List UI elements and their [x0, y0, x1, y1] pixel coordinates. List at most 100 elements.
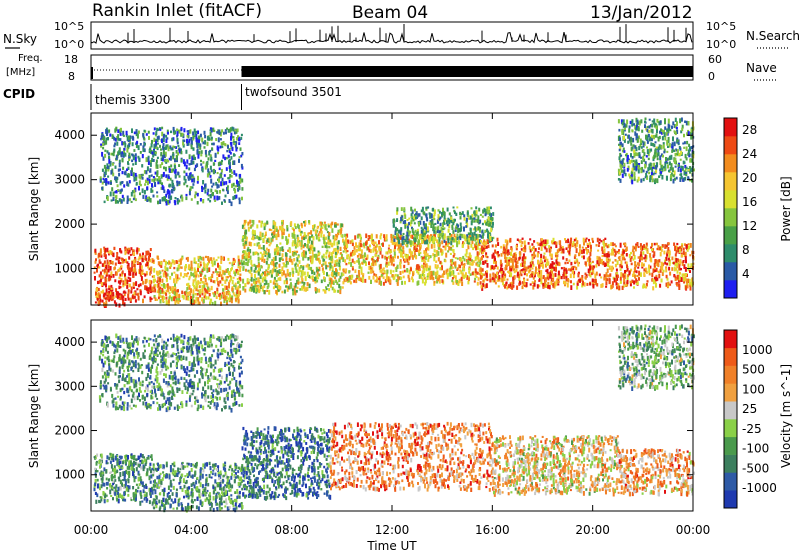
heatmap-cell: [319, 228, 322, 231]
heatmap-cell: [227, 129, 230, 133]
heatmap-cell: [619, 280, 622, 284]
heatmap-cell: [494, 257, 496, 262]
heatmap-cell: [223, 256, 225, 261]
heatmap-cell: [644, 163, 647, 169]
heatmap-cell: [146, 177, 149, 182]
heatmap-cell: [261, 257, 264, 262]
heatmap-cell: [110, 294, 113, 297]
heatmap-cell: [230, 300, 233, 304]
heatmap-cell: [301, 252, 304, 257]
heatmap-cell: [128, 143, 131, 147]
heatmap-cell: [162, 272, 165, 278]
heatmap-cell: [121, 257, 124, 260]
heatmap-cell: [628, 253, 631, 258]
heatmap-cell: [639, 167, 642, 170]
heatmap-cell: [192, 160, 195, 165]
heatmap-cell: [171, 188, 173, 194]
heatmap-cell: [579, 248, 581, 254]
heatmap-cell: [195, 274, 197, 278]
heatmap-cell: [159, 144, 161, 148]
heatmap-cell: [128, 279, 130, 282]
heatmap-cell: [167, 131, 169, 135]
heatmap-cell: [401, 235, 404, 238]
heatmap-cell: [195, 270, 198, 276]
heatmap-cell: [188, 191, 191, 196]
heatmap-cell: [130, 172, 133, 176]
heatmap-cell: [334, 254, 337, 258]
heatmap-cell: [646, 251, 649, 254]
heatmap-cell: [291, 288, 294, 291]
heatmap-cell: [648, 148, 651, 154]
heatmap-cell: [179, 258, 182, 264]
heatmap-cell: [670, 172, 673, 177]
heatmap-cell: [636, 119, 639, 125]
heatmap-cell: [523, 259, 526, 263]
heatmap-cell: [684, 276, 687, 281]
heatmap-cell: [554, 281, 557, 287]
heatmap-cell: [307, 257, 310, 261]
heatmap-cell: [331, 258, 334, 264]
heatmap-cell: [117, 259, 120, 264]
heatmap-cell: [511, 258, 514, 263]
heatmap-cell: [317, 236, 320, 241]
heatmap-cell: [346, 250, 349, 253]
heatmap-cell: [598, 241, 601, 245]
heatmap-cell: [689, 166, 691, 170]
heatmap-cell: [400, 243, 403, 248]
heatmap-cell: [230, 275, 233, 281]
heatmap-cell: [485, 252, 488, 257]
heatmap-cell: [395, 279, 398, 283]
heatmap-cell: [115, 155, 118, 160]
heatmap-cell: [563, 275, 566, 280]
heatmap-cell: [98, 280, 101, 284]
heatmap-cell: [378, 264, 381, 268]
heatmap-cell: [543, 244, 545, 247]
heatmap-cell: [638, 259, 641, 263]
heatmap-cell: [678, 264, 681, 269]
heatmap-cell: [160, 151, 163, 157]
heatmap-cell: [596, 283, 599, 287]
heatmap-cell: [330, 242, 333, 245]
heatmap-cell: [241, 262, 244, 266]
heatmap-cell: [266, 257, 269, 261]
heatmap-cell: [461, 244, 464, 248]
heatmap-cell: [273, 230, 276, 235]
heatmap-cell: [223, 298, 226, 304]
heatmap-cell: [302, 256, 305, 261]
heatmap-cell: [423, 258, 426, 263]
heatmap-cell: [554, 272, 557, 277]
cpid-label: CPID: [3, 87, 35, 101]
heatmap-cell: [412, 272, 414, 276]
heatmap-cell: [126, 261, 129, 264]
heatmap-cell: [325, 252, 328, 255]
heatmap-cell: [206, 173, 209, 178]
heatmap-cell: [131, 128, 133, 134]
heatmap-cell: [624, 270, 626, 274]
heatmap-cell: [100, 135, 103, 140]
heatmap-cell: [285, 253, 288, 257]
heatmap-cell: [201, 137, 204, 143]
heatmap-cell: [622, 158, 625, 161]
heatmap-cell: [649, 253, 652, 258]
heatmap-cell: [362, 273, 365, 279]
heatmap-cell: [399, 246, 402, 251]
heatmap-cell: [111, 187, 114, 192]
heatmap-cell: [392, 277, 395, 281]
heatmap-cell: [259, 231, 262, 237]
heatmap-cell: [485, 259, 488, 263]
heatmap-cell: [605, 257, 608, 262]
heatmap-cell: [620, 169, 623, 173]
heatmap-cell: [110, 199, 113, 202]
heatmap-cell: [278, 252, 281, 256]
heatmap-cell: [201, 268, 204, 273]
heatmap-cell: [422, 265, 425, 270]
heatmap-cell: [321, 226, 324, 229]
heatmap-cell: [433, 281, 436, 286]
heatmap-cell: [685, 273, 687, 276]
heatmap-cell: [633, 149, 636, 153]
heatmap-cell: [249, 219, 252, 224]
heatmap-cell: [270, 229, 273, 231]
heatmap-cell: [165, 174, 168, 178]
heatmap-cell: [141, 176, 144, 180]
heatmap-cell: [629, 257, 632, 262]
